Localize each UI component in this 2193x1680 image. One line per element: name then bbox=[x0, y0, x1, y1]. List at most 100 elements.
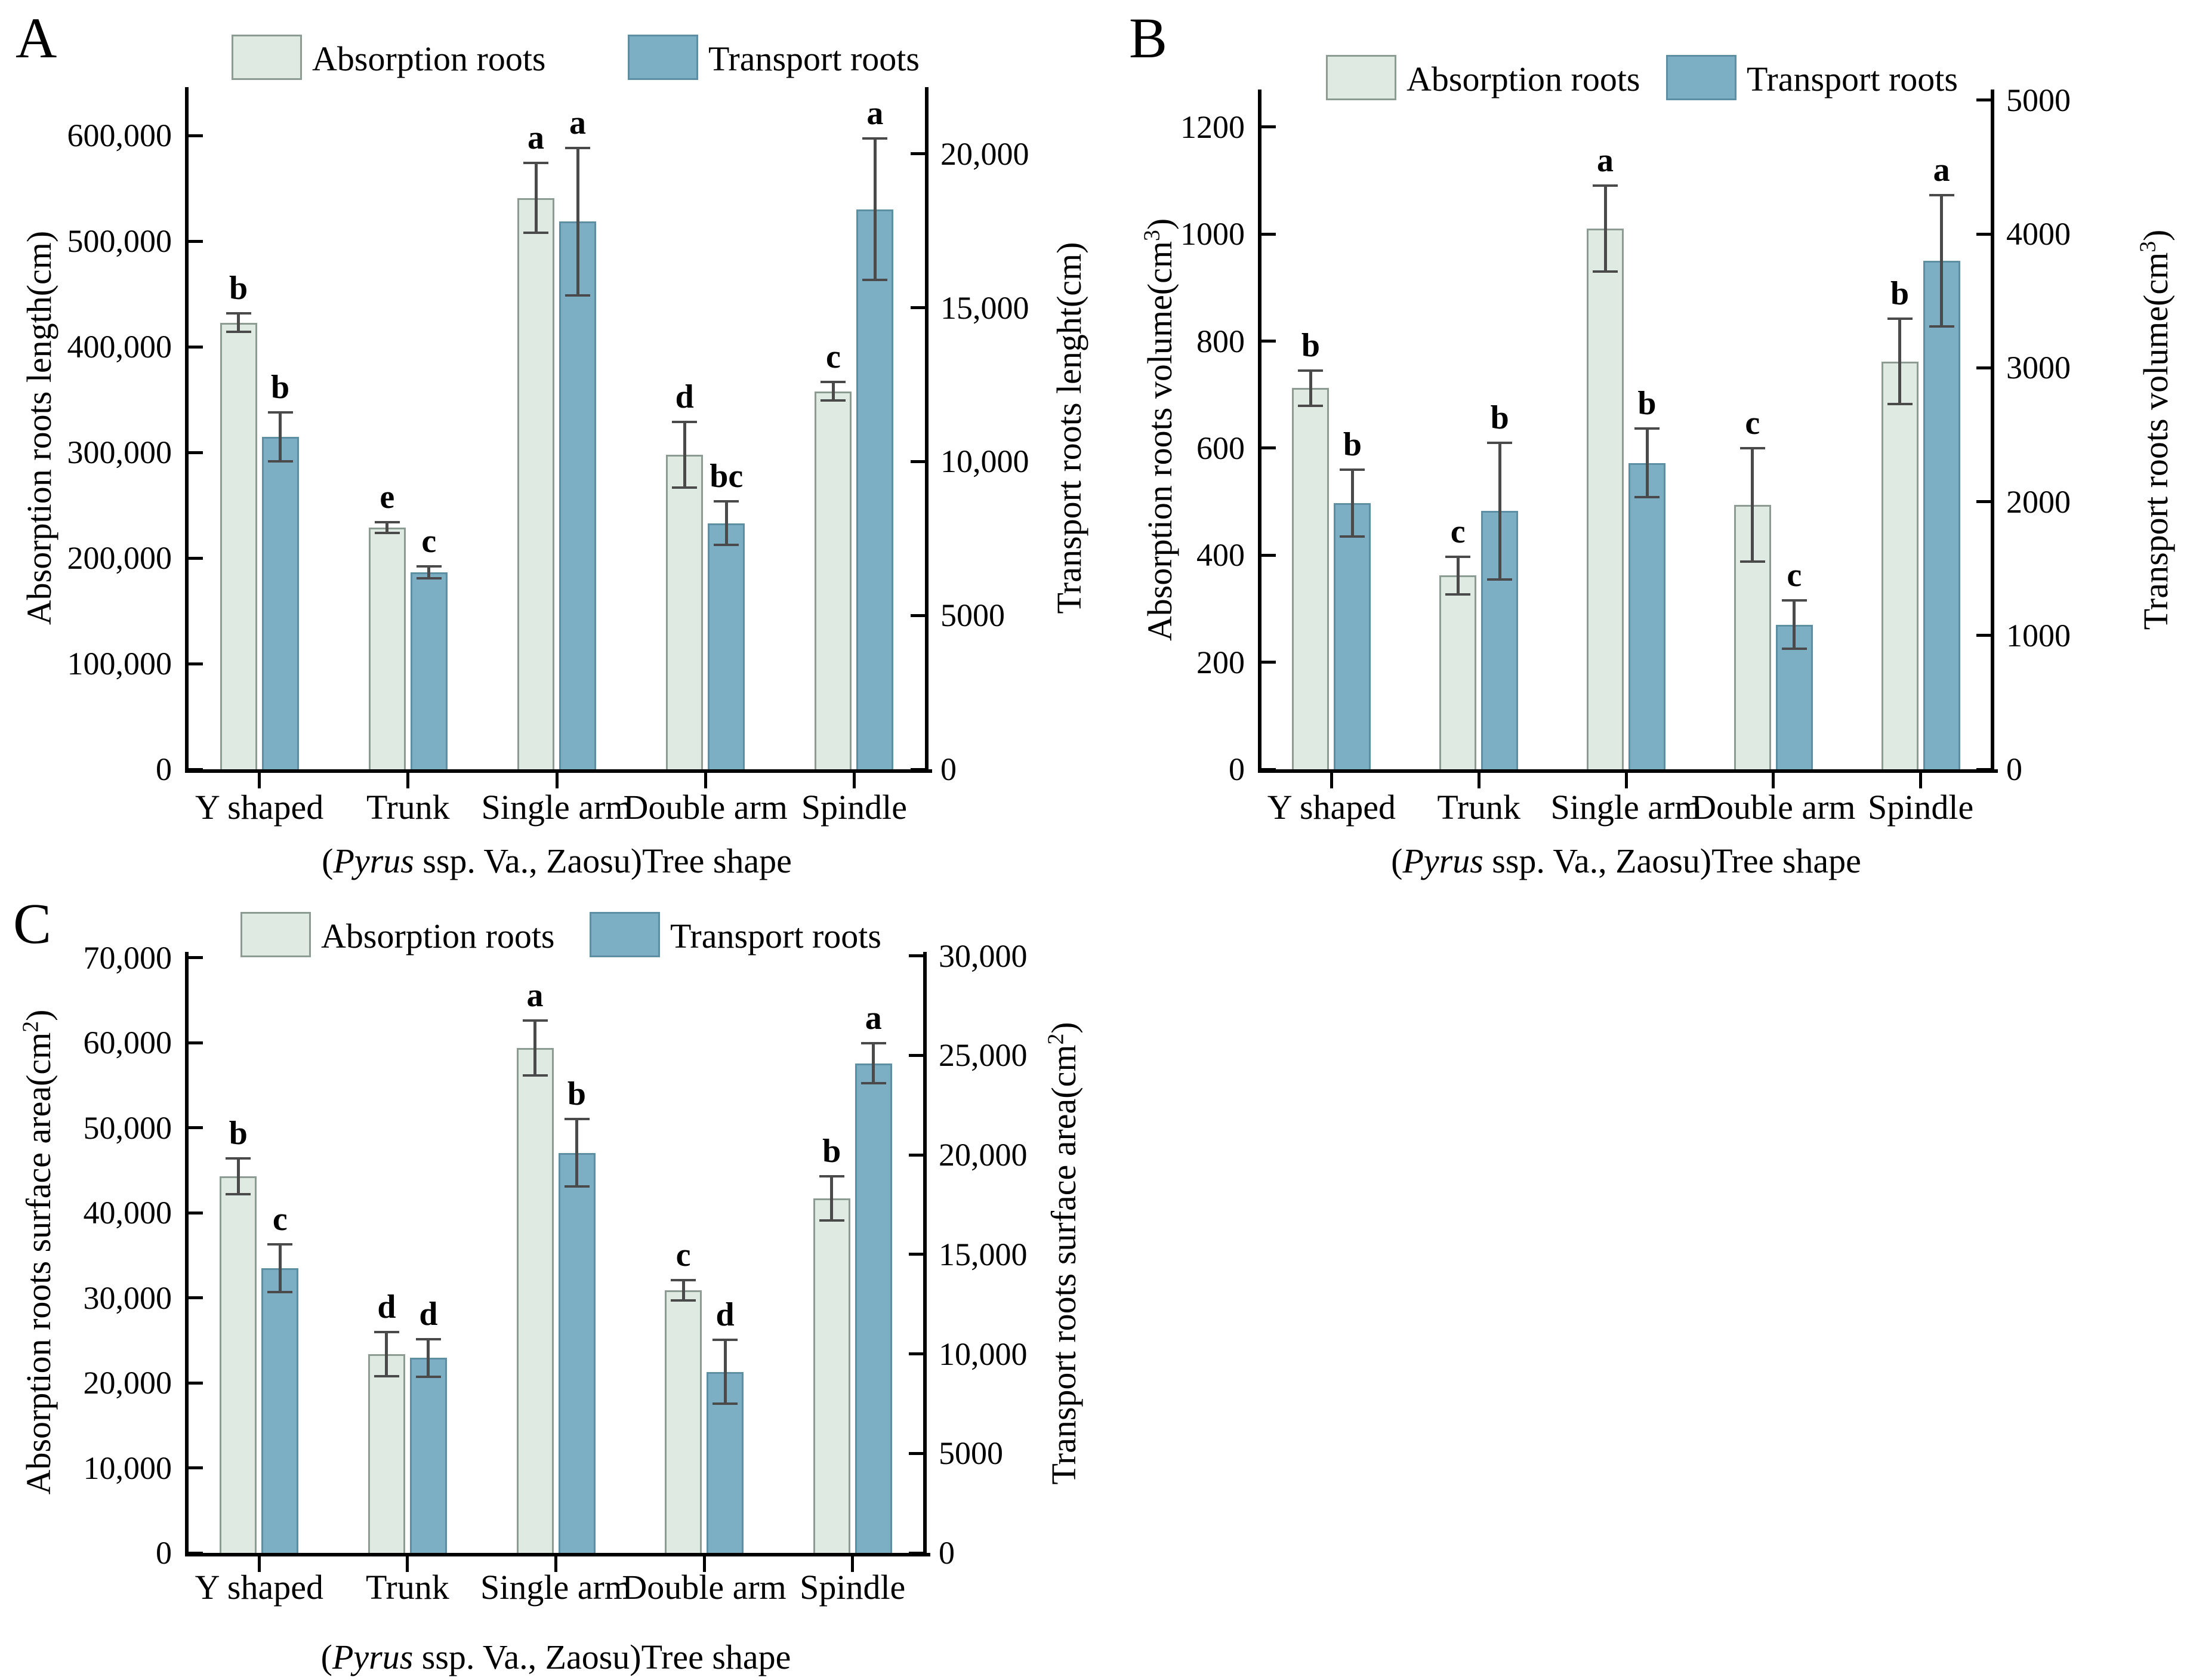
significance-letter: c bbox=[676, 1236, 691, 1274]
bar-absorption-spindle bbox=[1881, 361, 1919, 769]
right-axis-tick-label: 0 bbox=[2006, 751, 2022, 787]
error-bar-line bbox=[831, 381, 835, 401]
bar-transport-y-shaped bbox=[261, 1268, 299, 1553]
error-bar-cap-bottom bbox=[862, 279, 888, 282]
error-bar-cap-top bbox=[565, 146, 590, 149]
significance-letter: e bbox=[380, 478, 395, 516]
left-axis-tick bbox=[189, 767, 203, 771]
x-axis-title: (Pyrus ssp. Va., Zaosu)Tree shape bbox=[322, 841, 792, 880]
significance-letter: d bbox=[675, 378, 694, 415]
left-axis-tick bbox=[189, 1041, 203, 1044]
panel-label-b: B bbox=[1129, 6, 1168, 70]
left-axis-tick bbox=[1261, 125, 1276, 129]
error-bar-line bbox=[1350, 469, 1354, 537]
x-axis-tick bbox=[1772, 773, 1775, 788]
error-bar-cap-top bbox=[713, 1339, 738, 1342]
error-bar-cap-bottom bbox=[416, 577, 442, 580]
x-axis-tick bbox=[555, 773, 559, 788]
significance-letter: b bbox=[1637, 385, 1657, 423]
error-bar-line bbox=[575, 1119, 578, 1187]
significance-letter: c bbox=[1787, 557, 1802, 594]
x-axis-title: (Pyrus ssp. Va., Zaosu)Tree shape bbox=[1391, 841, 1861, 880]
bar-transport-y-shaped bbox=[261, 437, 299, 769]
right-axis-line bbox=[925, 87, 929, 773]
right-axis-tick-label: 10,000 bbox=[940, 443, 1029, 480]
error-bar-cap-top bbox=[226, 312, 251, 315]
error-bar-cap-bottom bbox=[713, 1402, 738, 1405]
right-axis-tick bbox=[909, 1153, 923, 1157]
left-axis-line bbox=[1258, 90, 1261, 773]
bar-absorption-double-arm bbox=[665, 1290, 702, 1553]
legend-transport-swatch bbox=[628, 35, 698, 80]
error-bar-cap-bottom bbox=[522, 1074, 548, 1077]
left-axis-tick bbox=[1261, 553, 1276, 557]
x-axis-category-label: Single arm bbox=[480, 1568, 631, 1607]
left-axis-tick-label: 500,000 bbox=[67, 223, 172, 260]
error-bar-cap-top bbox=[1929, 194, 1954, 197]
error-bar-cap-bottom bbox=[714, 543, 739, 546]
x-axis-category-label: Double arm bbox=[622, 1568, 786, 1607]
right-axis-tick-label: 3000 bbox=[2006, 350, 2071, 386]
error-bar-line bbox=[236, 1158, 240, 1194]
error-bar-cap-bottom bbox=[819, 1219, 844, 1222]
x-axis-tick bbox=[1477, 773, 1480, 788]
legend-transport-swatch bbox=[1666, 55, 1736, 100]
significance-letter: b bbox=[229, 269, 248, 307]
error-bar-cap-bottom bbox=[1781, 648, 1807, 651]
left-axis-tick bbox=[189, 662, 203, 665]
significance-letter: c bbox=[421, 522, 437, 560]
left-axis-tick-label: 1200 bbox=[1180, 109, 1245, 145]
right-axis-line bbox=[1991, 90, 1994, 773]
right-axis-tick bbox=[909, 954, 923, 958]
x-axis-category-label: Double arm bbox=[623, 788, 788, 827]
error-bar-cap-bottom bbox=[1593, 270, 1618, 273]
left-axis-tick-label: 60,000 bbox=[83, 1025, 172, 1061]
left-axis-tick-label: 30,000 bbox=[83, 1280, 172, 1316]
bar-transport-double-arm bbox=[708, 523, 745, 769]
error-bar-line bbox=[279, 412, 282, 462]
left-axis-title: Absorption roots length(cm) bbox=[20, 230, 59, 625]
right-axis-tick bbox=[909, 1253, 923, 1256]
x-axis-tick bbox=[852, 773, 856, 788]
error-bar-cap-bottom bbox=[226, 331, 251, 334]
significance-letter: b bbox=[1343, 426, 1362, 463]
right-axis-tick bbox=[1976, 634, 1991, 637]
x-axis-category-label: Double arm bbox=[1691, 788, 1856, 827]
x-axis-category-label: Spindle bbox=[800, 1568, 906, 1607]
error-bar-line bbox=[1603, 186, 1607, 272]
left-axis-tick-label: 1000 bbox=[1180, 216, 1245, 252]
significance-letter: d bbox=[419, 1295, 438, 1333]
error-bar-line bbox=[1898, 318, 1902, 405]
error-bar-cap-top bbox=[374, 520, 400, 523]
right-axis-tick bbox=[1976, 500, 1991, 504]
significance-letter: c bbox=[1450, 513, 1466, 550]
error-bar-line bbox=[723, 1340, 727, 1404]
legend-absorption-label: Absorption roots bbox=[1407, 60, 1640, 98]
x-axis-tick bbox=[554, 1556, 557, 1572]
x-axis-category-label: Spindle bbox=[801, 788, 908, 827]
right-axis-tick bbox=[1976, 232, 1991, 236]
right-axis-tick bbox=[911, 767, 925, 771]
bar-transport-spindle bbox=[855, 1063, 892, 1553]
significance-letter: a bbox=[569, 104, 586, 141]
error-bar-line bbox=[534, 163, 538, 233]
error-bar-line bbox=[830, 1176, 834, 1221]
error-bar-line bbox=[385, 1331, 388, 1376]
right-axis-tick-label: 0 bbox=[939, 1535, 955, 1571]
right-axis-tick bbox=[909, 1352, 923, 1356]
error-bar-cap-bottom bbox=[671, 1299, 696, 1302]
error-bar-cap-top bbox=[226, 1157, 251, 1160]
error-bar-cap-bottom bbox=[1445, 593, 1471, 596]
error-bar-line bbox=[1793, 600, 1796, 649]
bar-transport-y-shaped bbox=[1334, 503, 1371, 769]
significance-letter: c bbox=[825, 338, 841, 375]
bar-absorption-trunk bbox=[368, 1354, 405, 1553]
left-axis-tick-label: 70,000 bbox=[83, 939, 172, 976]
error-bar-cap-bottom bbox=[374, 531, 400, 534]
error-bar-cap-top bbox=[415, 1337, 441, 1340]
error-bar-line bbox=[1456, 556, 1460, 594]
right-axis-tick-label: 4000 bbox=[2006, 216, 2071, 252]
legend-absorption-label: Absorption roots bbox=[312, 39, 546, 78]
error-bar-line bbox=[1309, 370, 1312, 406]
error-bar-cap-bottom bbox=[1739, 560, 1765, 563]
